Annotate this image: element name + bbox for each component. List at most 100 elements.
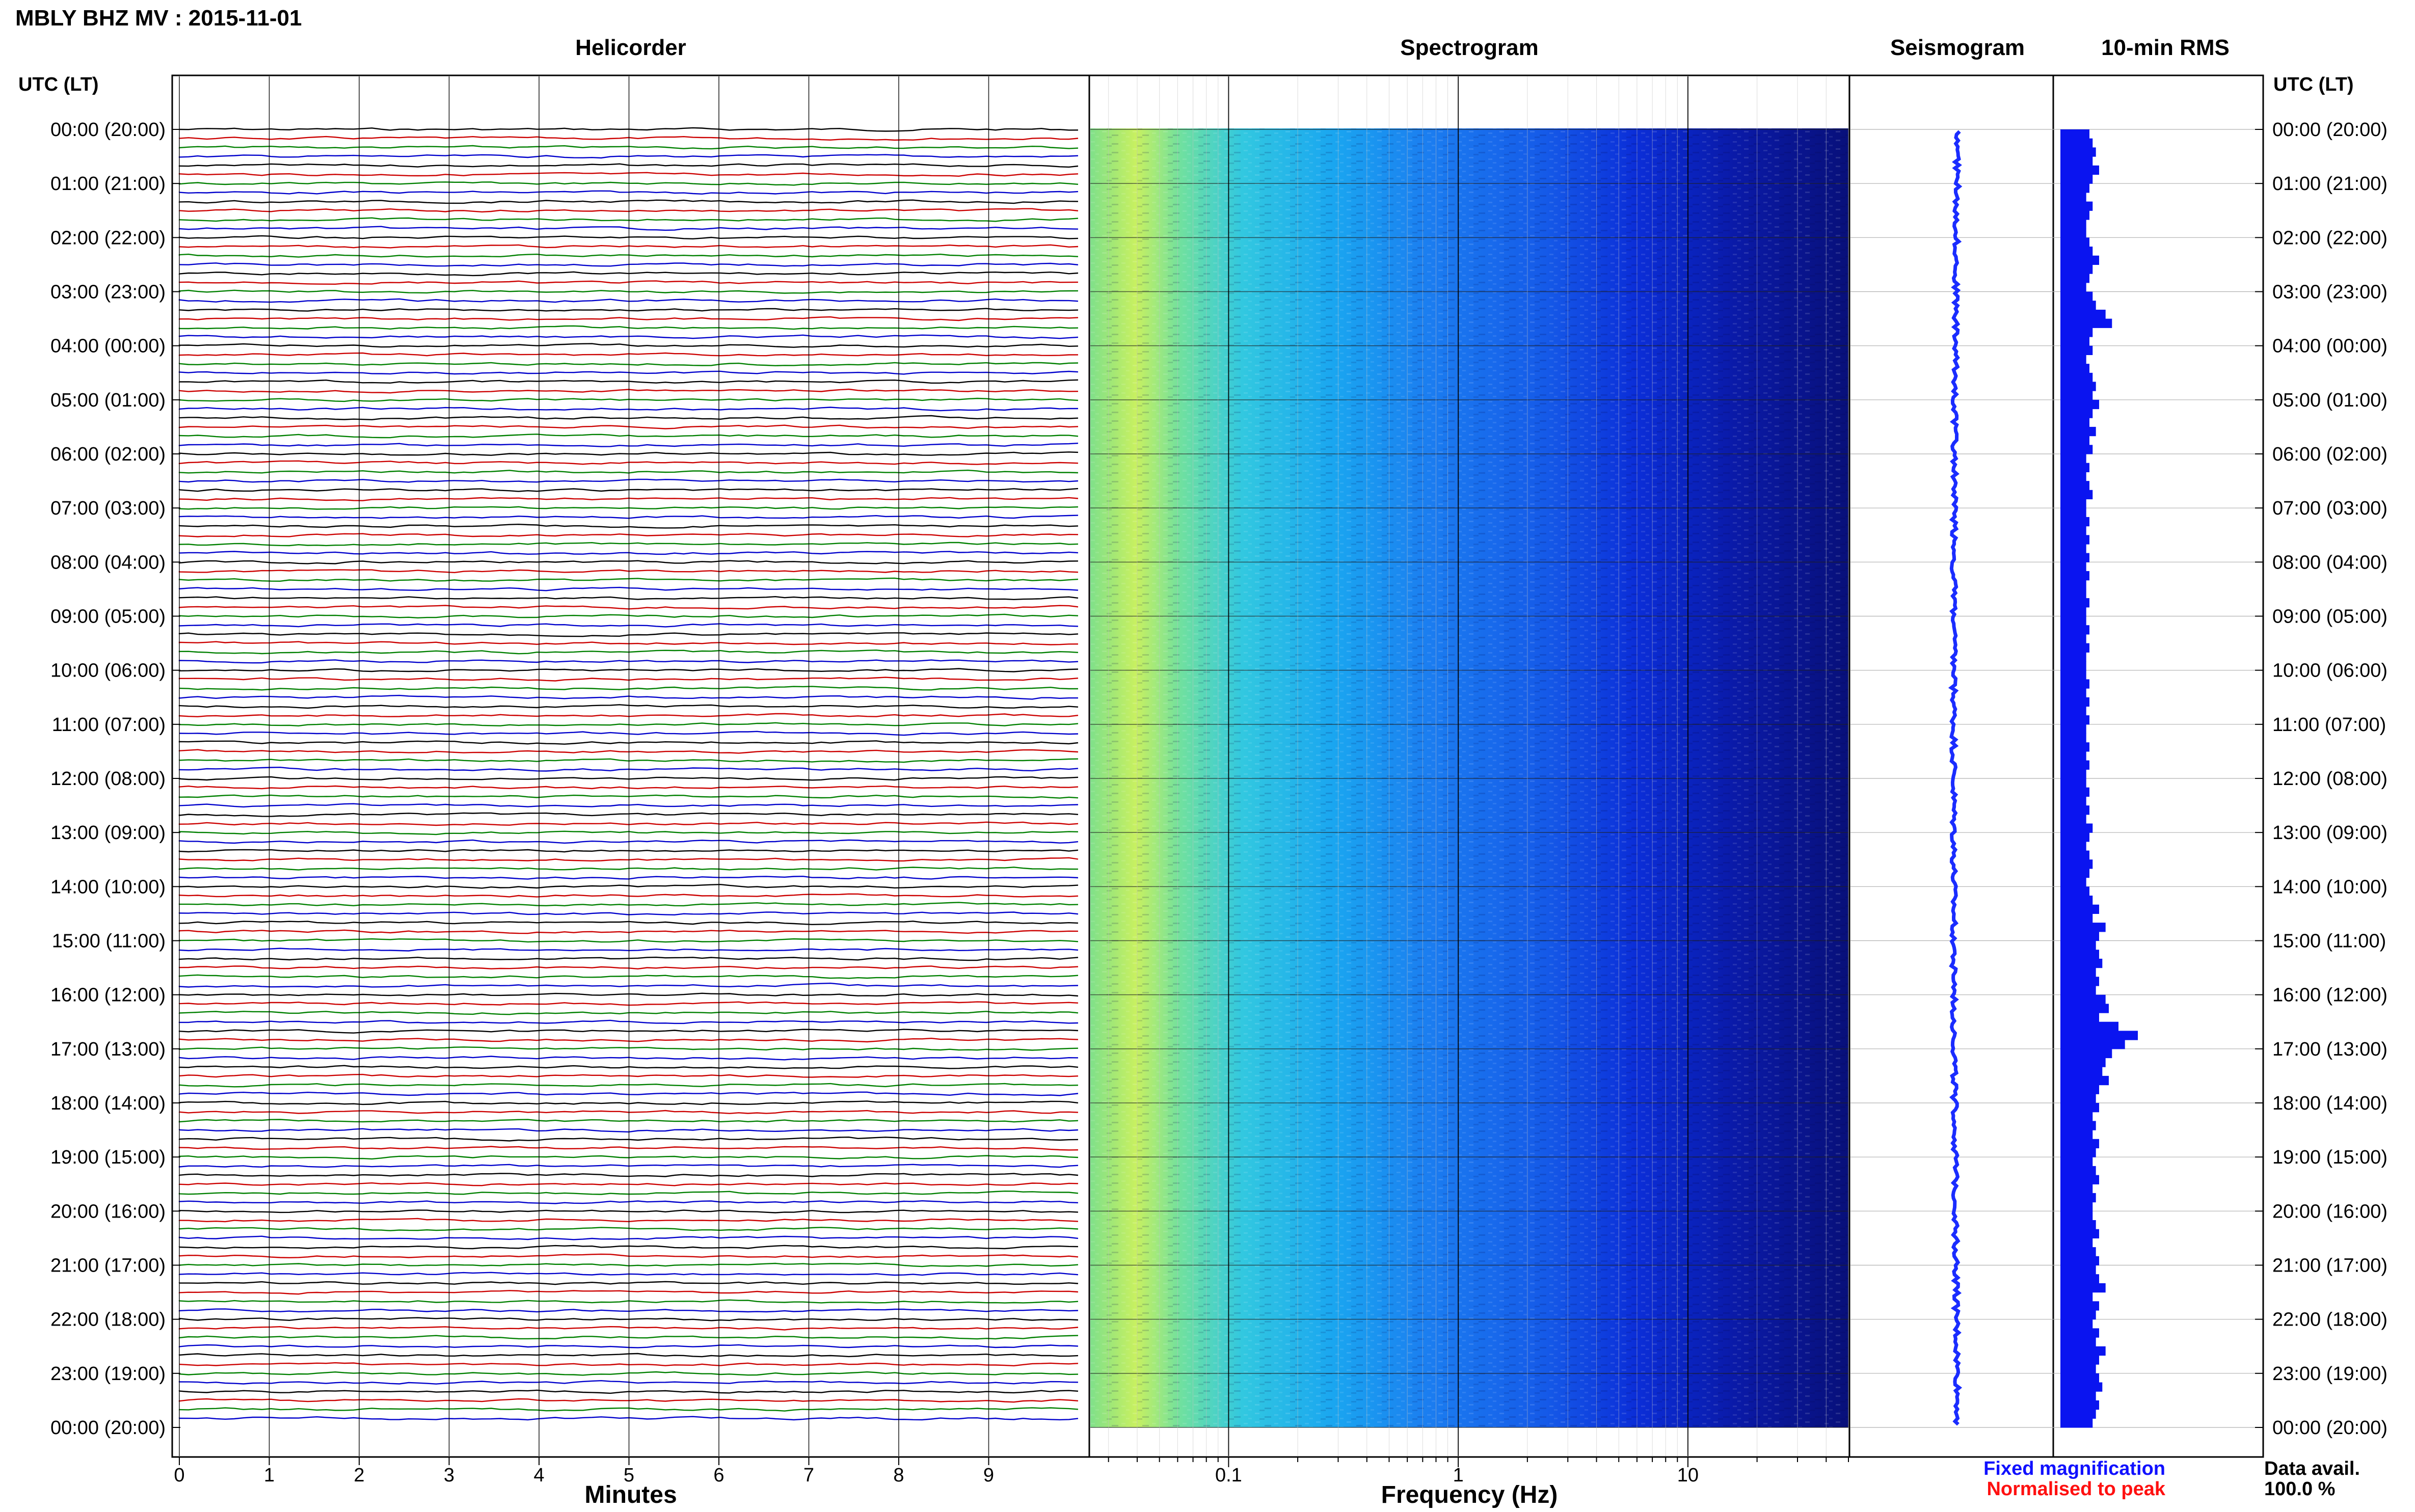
right-time-tick-label: 07:00 (03:00): [2272, 498, 2387, 519]
rms-bar: [2060, 1364, 2096, 1374]
left-time-tick-label: 03:00 (23:00): [50, 282, 166, 303]
helicorder-trace: [178, 1011, 1079, 1015]
rms-bar: [2060, 868, 2089, 878]
rms-bar: [2060, 778, 2086, 788]
helicorder-trace: [178, 1227, 1079, 1231]
rms-bar: [2060, 138, 2093, 148]
rms-bar: [2060, 1238, 2093, 1248]
rms-bar: [2060, 571, 2089, 581]
rms-bar: [2060, 1175, 2099, 1184]
rms-bar: [2060, 896, 2093, 905]
rms-bar: [2060, 787, 2089, 797]
frequency-tick-label: 0.1: [1215, 1465, 1242, 1486]
rms-bar: [2060, 364, 2089, 373]
helicorder-trace: [178, 560, 1079, 564]
right-time-tick-label: 21:00 (17:00): [2272, 1255, 2387, 1277]
minute-tick-label: 1: [264, 1465, 275, 1486]
helicorder-trace: [178, 1272, 1079, 1276]
helicorder-trace: [178, 280, 1079, 285]
rms-bar: [2060, 481, 2089, 491]
rms-bar: [2060, 1265, 2096, 1275]
helicorder-trace: [178, 849, 1079, 853]
helicorder-trace: [178, 1029, 1079, 1034]
rms-bar: [2060, 940, 2096, 950]
rms-bar: [2060, 1112, 2093, 1121]
left-time-axis-header: UTC (LT): [18, 74, 99, 95]
right-time-tick-label: 22:00 (18:00): [2272, 1309, 2387, 1331]
helicorder-trace: [178, 649, 1079, 655]
helicorder-trace: [178, 244, 1079, 249]
rms-bar: [2060, 1319, 2093, 1329]
rms-bar: [2060, 1031, 2138, 1040]
helicorder-trace: [178, 1308, 1079, 1313]
rms-bar: [2060, 688, 2086, 698]
helicorder-trace: [178, 199, 1079, 204]
rms-bar: [2060, 715, 2089, 725]
helicorder-trace: [178, 948, 1079, 952]
left-time-tick-label: 17:00 (13:00): [50, 1039, 166, 1060]
rms-bar: [2060, 598, 2089, 608]
helicorder-trace: [178, 1190, 1079, 1195]
right-time-tick-label: 10:00 (06:00): [2272, 660, 2387, 682]
helicorder-trace: [178, 1056, 1079, 1061]
left-time-tick-label: 02:00 (22:00): [50, 227, 166, 249]
rms-bar: [2060, 1130, 2093, 1140]
rms-bar: [2060, 237, 2089, 247]
helicorder-trace: [178, 812, 1079, 817]
helicorder-trace: [178, 1037, 1079, 1043]
right-time-tick-label: 14:00 (10:00): [2272, 876, 2387, 898]
legend-normalised-to-peak: Normalised to peak: [1987, 1478, 2165, 1500]
helicorder-trace: [178, 190, 1079, 195]
helicorder-trace: [178, 1182, 1079, 1186]
rms-bar: [2060, 445, 2093, 454]
helicorder-trace: [178, 875, 1079, 880]
helicorder-trace: [178, 694, 1078, 700]
helicorder-trace: [178, 613, 1079, 619]
helicorder-trace: [178, 1253, 1079, 1259]
helicorder-trace: [178, 569, 1079, 574]
helicorder-trace: [178, 334, 1079, 339]
helicorder-trace: [178, 370, 1079, 375]
spectrogram-panel-title: Spectrogram: [1400, 35, 1538, 60]
helicorder-trace: [178, 766, 1079, 772]
helicorder-trace: [178, 1389, 1079, 1394]
rms-bar: [2060, 355, 2086, 364]
rms-bar: [2060, 1373, 2099, 1383]
left-time-tick-label: 07:00 (03:00): [50, 498, 166, 519]
rms-bar: [2060, 499, 2086, 508]
frequency-gridlines: [1108, 76, 1849, 1467]
helicorder-trace: [178, 235, 1079, 240]
helicorder-trace: [178, 586, 1079, 591]
helicorder-trace: [178, 857, 1079, 862]
rms-bar: [2060, 697, 2089, 707]
helicorder-trace: [178, 379, 1079, 384]
helicorder-trace: [178, 956, 1079, 961]
helicorder-trace: [178, 929, 1079, 934]
rms-bar: [2060, 580, 2086, 589]
rms-bar: [2060, 1355, 2099, 1365]
rms-bar: [2060, 886, 2089, 896]
helicorder-trace: [178, 533, 1079, 537]
helicorder-trace: [178, 677, 1079, 682]
helicorder-trace: [178, 1046, 1079, 1051]
left-time-tick-label: 18:00 (14:00): [50, 1093, 166, 1114]
helicorder-trace: [178, 298, 1079, 303]
rms-bar: [2060, 418, 2089, 427]
helicorder-trace: [178, 1173, 1079, 1177]
rms-bar: [2060, 255, 2099, 265]
rms-bar: [2060, 544, 2086, 554]
minute-tick-label: 3: [444, 1465, 454, 1486]
minute-tick-label: 6: [713, 1465, 724, 1486]
helicorder-trace: [178, 794, 1079, 799]
helicorder-trace: [178, 451, 1079, 456]
rms-bar: [2060, 165, 2099, 175]
rms-bar: [2060, 986, 2096, 995]
rms-bar: [2060, 1292, 2093, 1302]
helicorder-trace: [178, 1019, 1079, 1024]
rms-bar: [2060, 1301, 2099, 1311]
rms-bar: [2060, 228, 2086, 238]
rms-bar: [2060, 409, 2093, 418]
helicorder-trace: [178, 749, 1079, 754]
rms-bar: [2060, 652, 2086, 662]
rms-bar: [2060, 1067, 2103, 1076]
